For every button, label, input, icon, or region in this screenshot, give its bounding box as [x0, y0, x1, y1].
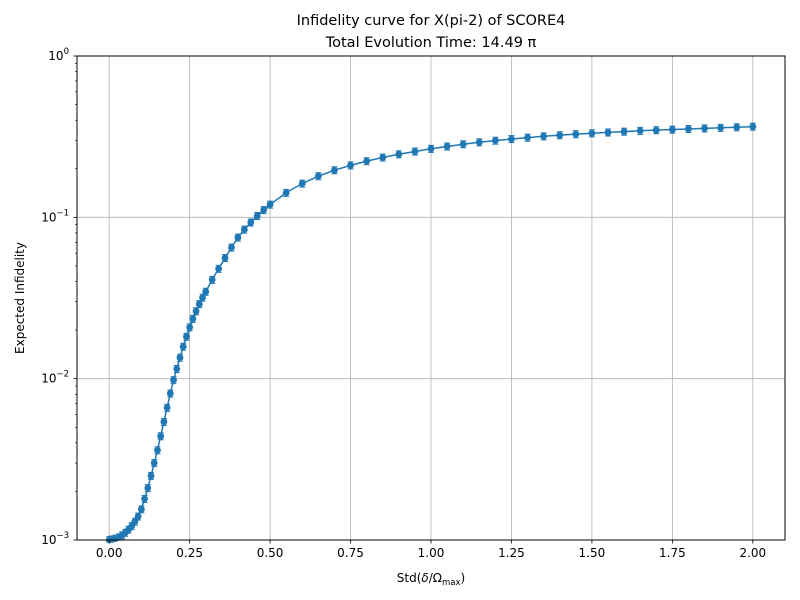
y-tick-label: 10−3: [41, 531, 69, 547]
x-tick-label: 0.00: [96, 546, 123, 560]
x-axis-label-pre: Std(: [397, 571, 422, 585]
y-axis-label: Expected Infidelity: [13, 242, 27, 354]
data-point: [508, 135, 515, 143]
data-point: [234, 234, 242, 241]
data-point: [636, 127, 644, 135]
data-point: [163, 404, 171, 412]
data-point: [395, 150, 403, 158]
data-point: [588, 129, 596, 137]
x-axis-label-sub: max: [442, 578, 461, 588]
y-tick-label-base: 10: [41, 372, 56, 386]
data-point: [491, 137, 499, 144]
data-point: [134, 513, 142, 520]
x-axis: 0.00 0.25 0.50 0.75 1.00 1.25 1.50 1.75 2.00: [96, 540, 766, 560]
data-point: [298, 180, 306, 187]
data-point: [170, 376, 177, 384]
data-point: [202, 288, 210, 296]
data-point: [266, 201, 274, 208]
data-point: [144, 484, 152, 492]
data-point: [228, 244, 235, 251]
data-point: [749, 123, 757, 131]
data-point: [459, 140, 467, 148]
y-tick-label-exponent: −1: [56, 208, 69, 218]
data-point: [717, 124, 725, 132]
y-tick-label: 100: [48, 47, 69, 63]
data-point: [221, 254, 229, 262]
data-point: [192, 307, 200, 315]
data-point: [189, 315, 197, 323]
data-point: [733, 123, 741, 131]
data-point: [186, 323, 194, 331]
data-point: [147, 472, 155, 480]
data-point: [157, 432, 165, 440]
data-point: [141, 495, 148, 503]
x-axis-label-post: ): [461, 571, 466, 585]
data-point: [411, 148, 419, 155]
y-tick-label-exponent: 0: [64, 47, 69, 57]
x-tick-label: 1.75: [659, 546, 686, 560]
data-point: [331, 166, 338, 174]
data-point: [475, 138, 483, 146]
data-point: [176, 354, 184, 362]
data-point: [314, 172, 322, 180]
chart-title-line2: Total Evolution Time: 14.49 π: [325, 35, 537, 51]
x-axis-label-slash: /Ω: [429, 571, 442, 585]
data-point: [179, 343, 187, 351]
data-point: [166, 390, 174, 397]
data-point: [183, 333, 190, 341]
x-tick-label: 1.50: [579, 546, 606, 560]
data-point: [427, 145, 435, 153]
x-tick-label: 1.00: [418, 546, 445, 560]
data-point: [556, 131, 564, 139]
data-point: [701, 124, 708, 132]
data-point: [572, 130, 580, 138]
data-point: [253, 212, 261, 220]
y-tick-label: 10−2: [41, 370, 69, 386]
data-point: [363, 157, 371, 165]
data-point: [668, 126, 676, 133]
data-point: [282, 189, 290, 197]
data-point: [173, 365, 181, 373]
data-point: [260, 206, 268, 214]
data-point: [379, 154, 387, 161]
chart-title-line1: Infidelity curve for X(pi-2) of SCORE4: [297, 13, 566, 29]
x-tick-label: 0.25: [176, 546, 203, 560]
data-point: [137, 505, 145, 513]
data-point: [208, 276, 216, 284]
data-point: [199, 294, 206, 302]
y-tick-label-base: 10: [41, 533, 56, 547]
x-axis-label: Std(δ/Ωmax): [397, 571, 465, 588]
y-tick-label-base: 10: [41, 210, 56, 224]
data-point: [240, 226, 248, 233]
data-point: [443, 143, 451, 150]
data-point: [215, 265, 223, 273]
data-point: [150, 459, 158, 467]
data-point: [540, 132, 548, 140]
x-tick-label: 0.50: [257, 546, 284, 560]
data-point: [604, 129, 612, 136]
x-tick-label: 0.75: [337, 546, 364, 560]
y-tick-label: 10−1: [41, 208, 69, 224]
data-point: [160, 418, 168, 426]
x-axis-label-delta: δ: [421, 571, 428, 585]
data-point: [652, 126, 660, 134]
y-tick-label-base: 10: [48, 49, 63, 63]
data-point: [195, 300, 203, 308]
y-tick-label-exponent: −3: [56, 531, 69, 541]
data-point: [524, 134, 531, 142]
series-blue: [105, 122, 757, 544]
data-point: [620, 128, 628, 135]
y-tick-label-exponent: −2: [56, 370, 69, 380]
data-point: [154, 446, 161, 454]
data-point: [247, 219, 255, 226]
data-point: [347, 161, 354, 169]
data-point: [685, 125, 692, 133]
x-tick-label: 2.00: [739, 546, 766, 560]
x-tick-label: 1.25: [498, 546, 525, 560]
